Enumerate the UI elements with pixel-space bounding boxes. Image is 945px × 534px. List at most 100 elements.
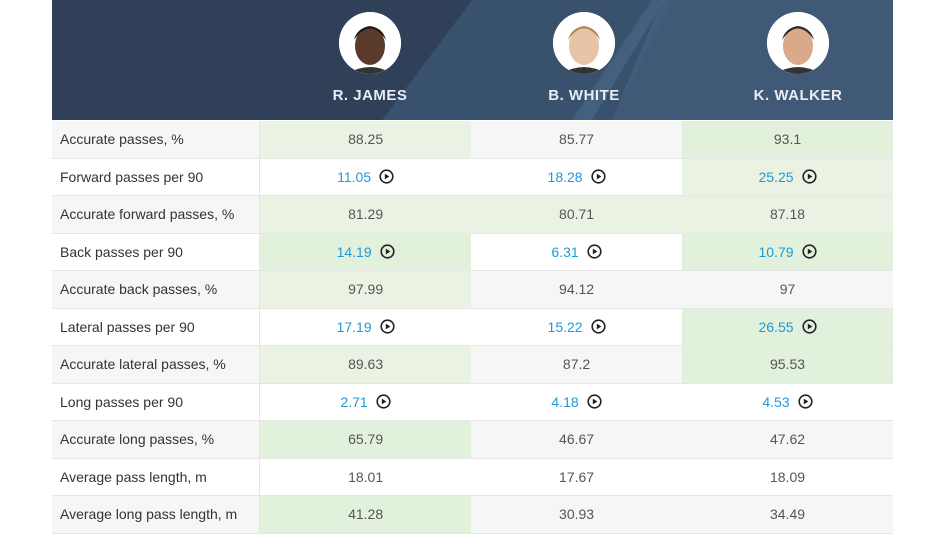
stats-table: Accurate passes, % 88.25 85.77 93.1 Forward … bbox=[52, 121, 893, 534]
value-text[interactable]: 11.05 bbox=[337, 168, 372, 185]
play-icon[interactable] bbox=[379, 169, 394, 184]
value-cell[interactable]: 25.25 bbox=[682, 158, 893, 195]
value-cell: 46.67 bbox=[471, 421, 682, 458]
table-row: Long passes per 90 2.71 4.18 4.53 bbox=[52, 383, 893, 421]
value-cell[interactable]: 15.22 bbox=[471, 309, 682, 346]
value-text[interactable]: 4.18 bbox=[551, 393, 579, 410]
value-cell[interactable]: 6.31 bbox=[471, 234, 682, 271]
value-text: 93.1 bbox=[773, 131, 802, 148]
table-row: Accurate long passes, % 65.79 46.67 47.62 bbox=[52, 421, 893, 459]
table-row: Forward passes per 90 11.05 18.28 25.25 bbox=[52, 158, 893, 196]
value-cell: 97.99 bbox=[260, 271, 472, 308]
value-text[interactable]: 25.25 bbox=[758, 168, 794, 185]
value-cell: 18.01 bbox=[260, 459, 471, 496]
value-cell: 88.25 bbox=[260, 121, 472, 158]
value-text: 87.2 bbox=[562, 356, 591, 373]
value-text: 88.25 bbox=[348, 131, 384, 148]
row-label: Accurate passes, % bbox=[52, 121, 261, 158]
value-text: 94.12 bbox=[559, 281, 595, 298]
play-icon[interactable] bbox=[380, 244, 395, 259]
value-text: 97.99 bbox=[348, 281, 384, 298]
value-text: 80.71 bbox=[559, 206, 595, 223]
value-cell[interactable]: 11.05 bbox=[260, 159, 471, 196]
value-cell: 87.18 bbox=[682, 196, 893, 233]
table-row: Accurate passes, % 88.25 85.77 93.1 bbox=[52, 121, 893, 159]
value-text[interactable]: 17.19 bbox=[336, 318, 372, 335]
value-cell: 41.28 bbox=[260, 496, 472, 533]
table-row: Accurate lateral passes, % 89.63 87.2 95.53 bbox=[52, 346, 893, 384]
face bbox=[339, 12, 401, 74]
value-cell: 89.63 bbox=[260, 346, 472, 383]
play-icon[interactable] bbox=[587, 244, 602, 259]
value-text[interactable]: 4.53 bbox=[762, 393, 790, 410]
player-header: B. WHITE bbox=[477, 0, 691, 120]
face bbox=[767, 12, 829, 74]
value-text: 97 bbox=[779, 281, 796, 298]
play-icon[interactable] bbox=[801, 244, 817, 259]
value-text[interactable]: 15.22 bbox=[547, 318, 583, 335]
value-text: 34.49 bbox=[769, 506, 806, 523]
value-cell: 85.77 bbox=[471, 121, 682, 158]
play-icon[interactable] bbox=[376, 394, 391, 409]
face bbox=[553, 12, 615, 74]
player-photo bbox=[767, 12, 829, 74]
value-text[interactable]: 26.55 bbox=[758, 318, 794, 335]
header: R. JAMES B. WHITE K. WALKER bbox=[52, 0, 893, 120]
value-cell: 97 bbox=[682, 271, 893, 308]
value-cell[interactable]: 4.18 bbox=[471, 384, 682, 421]
value-text: 30.93 bbox=[559, 506, 595, 523]
value-text[interactable]: 2.71 bbox=[340, 393, 368, 410]
table-row: Accurate back passes, % 97.99 94.12 97 bbox=[52, 271, 893, 309]
play-icon[interactable] bbox=[590, 169, 606, 184]
table-row: Back passes per 90 14.19 6.31 10.79 bbox=[52, 233, 893, 271]
value-text: 47.62 bbox=[769, 431, 806, 448]
value-text: 41.28 bbox=[348, 506, 384, 523]
value-text: 46.67 bbox=[559, 431, 595, 448]
value-cell: 95.53 bbox=[682, 346, 893, 383]
table-row: Accurate forward passes, % 81.29 80.71 87.1… bbox=[52, 196, 893, 234]
row-label: Average pass length, m bbox=[52, 458, 261, 495]
value-cell[interactable]: 26.55 bbox=[682, 308, 893, 345]
row-label: Accurate forward passes, % bbox=[52, 196, 261, 233]
value-cell: 17.67 bbox=[471, 459, 682, 496]
player-name: R. JAMES bbox=[332, 87, 408, 104]
row-label: Lateral passes per 90 bbox=[52, 308, 261, 345]
play-icon[interactable] bbox=[801, 319, 817, 334]
table-row: Average pass length, m 18.01 17.67 18.09 bbox=[52, 458, 893, 496]
value-text: 18.01 bbox=[348, 468, 384, 485]
value-cell[interactable]: 2.71 bbox=[260, 384, 471, 421]
value-cell: 87.2 bbox=[471, 346, 682, 383]
value-text: 89.63 bbox=[348, 356, 384, 373]
player-photo bbox=[553, 12, 615, 74]
value-cell[interactable]: 10.79 bbox=[682, 233, 893, 270]
value-cell: 65.79 bbox=[260, 421, 472, 458]
row-label: Long passes per 90 bbox=[52, 383, 261, 420]
player-photo bbox=[339, 12, 401, 74]
value-text[interactable]: 10.79 bbox=[758, 243, 794, 260]
value-cell: 93.1 bbox=[682, 121, 893, 158]
row-label: Accurate long passes, % bbox=[52, 421, 261, 458]
value-cell[interactable]: 14.19 bbox=[260, 233, 472, 270]
play-icon[interactable] bbox=[590, 319, 606, 334]
value-text[interactable]: 18.28 bbox=[547, 168, 583, 185]
row-label: Accurate lateral passes, % bbox=[52, 346, 261, 383]
value-cell: 34.49 bbox=[682, 496, 893, 533]
value-cell[interactable]: 17.19 bbox=[260, 309, 471, 346]
value-text: 95.53 bbox=[769, 356, 806, 373]
row-label: Accurate back passes, % bbox=[52, 271, 261, 308]
row-label: Forward passes per 90 bbox=[52, 158, 261, 195]
value-cell[interactable]: 4.53 bbox=[682, 384, 893, 421]
player-header: K. WALKER bbox=[691, 0, 893, 120]
value-text: 17.67 bbox=[559, 468, 595, 485]
player-name: K. WALKER bbox=[753, 87, 843, 104]
value-text[interactable]: 6.31 bbox=[551, 243, 579, 260]
value-cell[interactable]: 18.28 bbox=[471, 159, 682, 196]
table-row: Average long pass length, m 41.28 30.93 34.… bbox=[52, 496, 893, 534]
play-icon[interactable] bbox=[801, 169, 817, 184]
play-icon[interactable] bbox=[380, 319, 395, 334]
row-label: Back passes per 90 bbox=[52, 233, 261, 270]
value-text[interactable]: 14.19 bbox=[336, 243, 372, 260]
play-icon[interactable] bbox=[798, 394, 813, 409]
play-icon[interactable] bbox=[587, 394, 602, 409]
